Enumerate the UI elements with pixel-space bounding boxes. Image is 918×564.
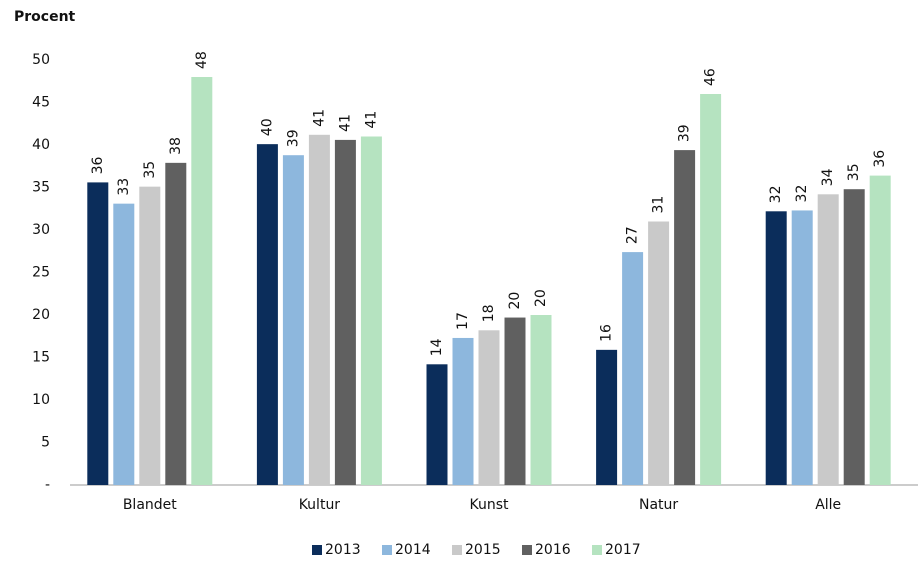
legend-swatch <box>382 545 392 555</box>
bar <box>360 136 382 485</box>
bar <box>334 139 356 485</box>
data-label: 39 <box>285 129 301 147</box>
legend-swatch <box>592 545 602 555</box>
bar <box>674 150 696 485</box>
x-tick-label: Blandet <box>123 497 177 513</box>
bar <box>256 144 278 485</box>
data-label: 41 <box>311 109 327 127</box>
bar <box>648 221 670 485</box>
y-tick-label: 40 <box>32 137 50 153</box>
bar <box>622 252 644 485</box>
bar <box>791 210 813 485</box>
bar <box>869 175 891 485</box>
legend-swatch <box>522 545 532 555</box>
y-tick-label: 20 <box>32 307 50 323</box>
bar <box>504 317 526 485</box>
data-label: 35 <box>142 161 158 179</box>
y-tick-label: 35 <box>32 180 50 196</box>
bar <box>282 155 304 485</box>
y-axis-title: Procent <box>14 9 76 25</box>
bar <box>843 189 865 485</box>
bar <box>113 203 135 485</box>
legend-swatch <box>452 545 462 555</box>
y-tick-label: 10 <box>32 392 50 408</box>
x-tick-label: Kunst <box>469 497 509 513</box>
data-label: 36 <box>872 150 888 168</box>
data-label: 36 <box>90 156 106 174</box>
data-label: 20 <box>507 292 523 310</box>
data-label: 18 <box>481 304 497 322</box>
y-tick-label: - <box>45 477 50 493</box>
bar <box>478 330 500 485</box>
bar <box>308 134 330 486</box>
bar <box>165 162 187 485</box>
data-label: 33 <box>116 178 132 196</box>
data-label: 16 <box>599 324 615 342</box>
x-tick-label: Kultur <box>299 497 341 513</box>
data-label: 41 <box>363 111 379 129</box>
bar <box>700 94 722 485</box>
bar <box>817 194 839 486</box>
y-tick-label: 5 <box>41 435 50 451</box>
legend-label: 2017 <box>605 542 641 558</box>
y-tick-label: 25 <box>32 265 50 281</box>
bar <box>191 77 213 485</box>
legend-label: 2016 <box>535 542 571 558</box>
data-label: 35 <box>846 163 862 181</box>
data-label: 27 <box>625 226 641 244</box>
data-label: 32 <box>794 185 810 203</box>
data-label: 14 <box>429 338 445 356</box>
data-label: 20 <box>533 289 549 307</box>
bar <box>596 349 618 485</box>
legend-label: 2015 <box>465 542 501 558</box>
bar <box>426 364 448 485</box>
x-tick-label: Alle <box>815 497 841 513</box>
y-tick-label: 50 <box>32 52 50 68</box>
data-label: 41 <box>337 114 353 132</box>
y-tick-label: 15 <box>32 350 50 366</box>
bar <box>452 337 474 485</box>
data-label: 32 <box>768 185 784 203</box>
data-label: 48 <box>194 51 210 69</box>
y-tick-label: 45 <box>32 95 50 111</box>
y-tick-label: 30 <box>32 222 50 238</box>
bar <box>139 186 161 485</box>
bar <box>765 211 787 486</box>
data-label: 39 <box>677 124 693 142</box>
data-label: 34 <box>820 168 836 186</box>
legend-label: 2013 <box>325 542 361 558</box>
bar <box>87 182 109 485</box>
data-label: 46 <box>703 68 719 86</box>
data-label: 40 <box>259 118 275 136</box>
data-label: 17 <box>455 312 471 330</box>
legend-label: 2014 <box>395 542 431 558</box>
legend-swatch <box>312 545 322 555</box>
data-label: 31 <box>651 196 667 214</box>
bar <box>530 315 552 485</box>
x-tick-label: Natur <box>639 497 678 513</box>
data-label: 38 <box>168 137 184 155</box>
